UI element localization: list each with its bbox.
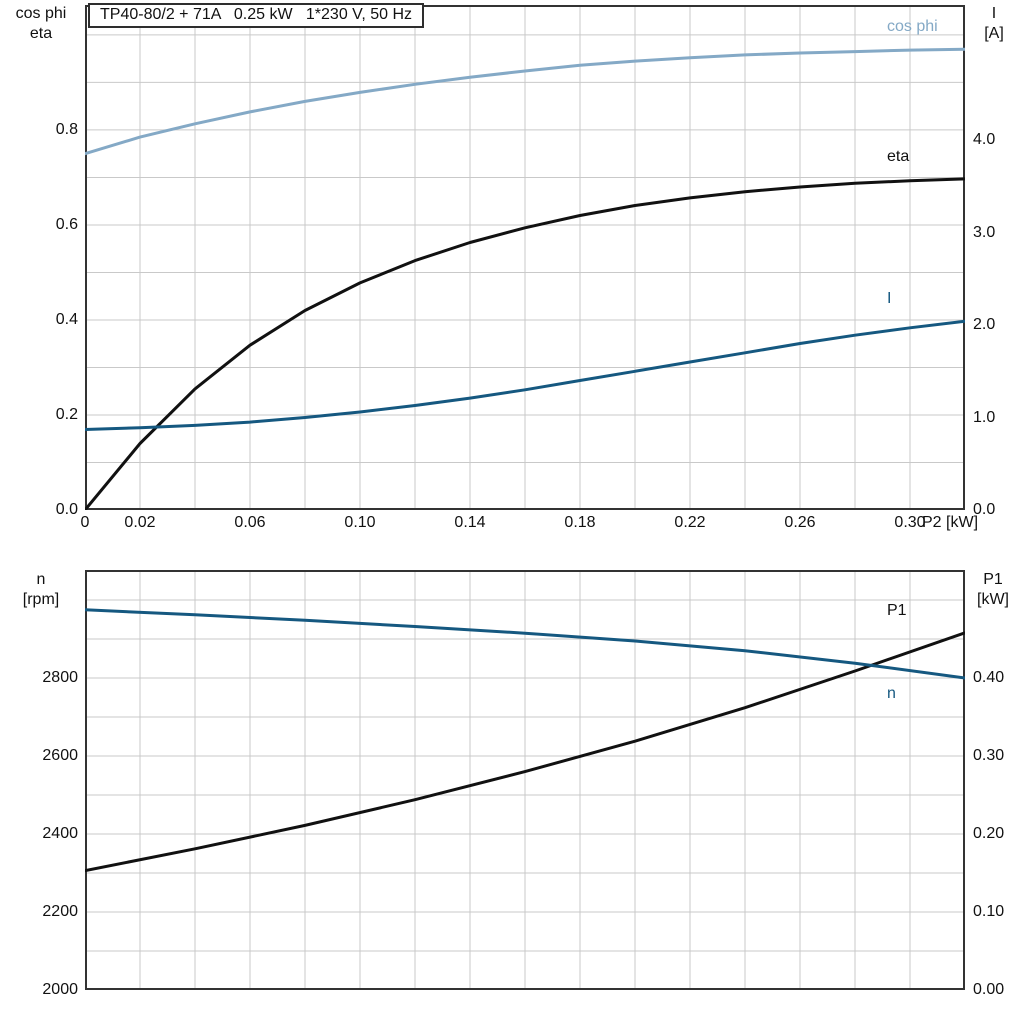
right-axis-line2: [A] bbox=[984, 25, 1004, 42]
y-left-tick-label: 2200 bbox=[42, 903, 78, 920]
left-axis-line1: cos phi bbox=[15, 5, 67, 22]
x-tick-label: 0.30 bbox=[894, 514, 926, 531]
y-left-tick-label: 0.6 bbox=[55, 215, 78, 233]
lower-left-axis-title: n [rpm] bbox=[2, 570, 80, 610]
right-axis-line1: I bbox=[991, 5, 997, 22]
curve-eta bbox=[85, 177, 965, 510]
y-left-tick-label: 2600 bbox=[42, 747, 78, 765]
y-left-tick-label: 2000 bbox=[42, 981, 78, 998]
curve-n bbox=[85, 608, 965, 680]
lower-right-axis-title: P1 [kW] bbox=[964, 570, 1022, 610]
curve-label-n: n bbox=[887, 685, 896, 703]
y-left-tick-label: 2400 bbox=[42, 825, 78, 842]
x-tick-label: 0.10 bbox=[344, 514, 376, 531]
y-right-tick-label: 2.0 bbox=[973, 316, 996, 334]
curve-p1 bbox=[85, 631, 965, 873]
y-right-tick-label: 1.0 bbox=[973, 408, 996, 426]
left-axis-line2: [rpm] bbox=[22, 591, 60, 608]
plot-frame bbox=[85, 570, 965, 990]
x-axis-unit-label: P2 [kW] bbox=[922, 514, 979, 531]
x-tick-label: 0.14 bbox=[454, 514, 486, 531]
curve-label-i: I bbox=[887, 290, 892, 308]
curve-cos-phi bbox=[85, 47, 965, 156]
upper-chart-plot bbox=[85, 5, 965, 510]
y-left-tick-label: 0.8 bbox=[55, 120, 78, 138]
y-left-tick-label: 0.0 bbox=[55, 501, 78, 518]
x-tick-label: 0.02 bbox=[124, 514, 156, 531]
y-right-tick-label: 0.30 bbox=[973, 747, 1005, 765]
y-right-tick-label: 0.10 bbox=[973, 903, 1005, 920]
y-right-tick-label: 0.40 bbox=[973, 669, 1005, 687]
curve-i bbox=[85, 319, 965, 431]
left-axis-line1: n bbox=[36, 571, 46, 588]
x-tick-label: 0.06 bbox=[234, 514, 266, 531]
y-right-tick-label: 0.20 bbox=[973, 825, 1005, 842]
chart-title-box: TP40-80/2 + 71A 0.25 kW 1*230 V, 50 Hz bbox=[88, 3, 425, 28]
right-axis-line2: [kW] bbox=[977, 591, 1009, 608]
curve-label-p1: P1 bbox=[887, 601, 907, 619]
left-axis-line2: eta bbox=[29, 25, 53, 42]
y-right-tick-label: 3.0 bbox=[973, 223, 996, 241]
upper-right-axis-title: I [A] bbox=[966, 4, 1022, 44]
x-tick-label: 0.22 bbox=[674, 514, 706, 531]
y-right-tick-label: 0.00 bbox=[973, 981, 1005, 998]
x-tick-label: 0 bbox=[80, 514, 90, 531]
right-axis-line1: P1 bbox=[983, 571, 1003, 588]
lower-chart-plot bbox=[85, 570, 965, 990]
x-tick-label: 0.18 bbox=[564, 514, 596, 531]
upper-left-axis-title: cos phi eta bbox=[2, 4, 80, 44]
x-tick-label: 0.26 bbox=[784, 514, 816, 531]
y-left-tick-label: 2800 bbox=[42, 669, 78, 687]
y-right-tick-label: 4.0 bbox=[973, 131, 996, 149]
y-right-tick-label: 0.0 bbox=[973, 501, 996, 518]
y-left-tick-label: 0.2 bbox=[55, 405, 78, 423]
plot-frame bbox=[85, 5, 965, 510]
y-left-tick-label: 0.4 bbox=[55, 310, 78, 328]
curve-label-eta: eta bbox=[887, 147, 910, 165]
curve-label-cos-phi: cos phi bbox=[887, 18, 938, 36]
